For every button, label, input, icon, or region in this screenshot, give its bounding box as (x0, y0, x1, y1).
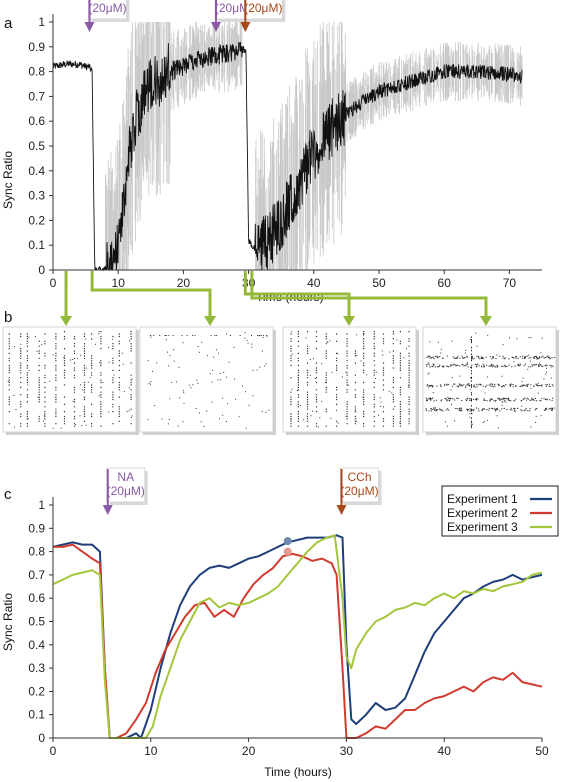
connector-arrow-3 (343, 316, 355, 326)
panel-c-annotation-2-line2: (20μM) (340, 484, 378, 498)
y-tick-label: 0.3 (28, 661, 45, 675)
highlight-marker-1 (283, 537, 292, 546)
y-tick-label: 0 (38, 263, 45, 277)
x-tick-label: 40 (438, 744, 452, 758)
raster-4 (425, 332, 555, 429)
x-tick-label: 0 (50, 276, 57, 290)
panel-a-annotations: NA(20μM)NA(20μM)CCh(20μM) (84, 0, 286, 32)
panel-a-series (52, 41, 523, 272)
x-tick-label: 70 (503, 276, 517, 290)
x-tick-label: 20 (177, 276, 191, 290)
panel-c-y-axis-label: Sync Ratio (1, 593, 15, 651)
y-tick-label: 0.8 (28, 545, 45, 559)
panel-a-annotation-3-arrow-head (240, 22, 251, 32)
y-tick-label: 0.6 (28, 114, 45, 128)
x-tick-label: 40 (307, 276, 321, 290)
panel-a-axes: 00.10.20.30.40.50.60.70.80.910 10 20 30 40 50… (28, 14, 542, 290)
y-tick-label: 0.3 (28, 189, 45, 203)
raster-1-frame (2, 326, 137, 433)
panel-c-annotation-1-arrow-head (102, 505, 113, 515)
raster-4-frame (422, 326, 557, 433)
y-tick-label: 0.5 (28, 615, 45, 629)
panel-c-experiments-chart: c Sync Ratio Time (hours) 0 0.1 0.2 0.3 0.4 0… (1, 467, 559, 779)
panel-c-annotation-1-box (106, 467, 146, 503)
panel-a-annotation-1-line1: NA (99, 0, 116, 1)
x-tick-label: 50 (535, 744, 549, 758)
panel-a-label: a (4, 15, 13, 32)
legend-label-experiment-1: Experiment 1 (447, 492, 518, 506)
x-tick-label: 50 (372, 276, 386, 290)
connector-line-4 (250, 271, 488, 318)
x-tick-label: 30 (340, 744, 354, 758)
y-tick-label: 0.1 (28, 238, 45, 252)
y-tick-label: 0 (38, 731, 45, 745)
y-tick-label: 1 (38, 15, 45, 29)
sync-ratio-trace (52, 41, 523, 272)
raster-1-spikes (7, 331, 133, 429)
panel-b-label: b (4, 309, 12, 326)
y-tick-label: 0.5 (28, 139, 45, 153)
highlight-marker-2 (283, 547, 292, 556)
x-tick-label: 10 (144, 744, 158, 758)
y-tick-label: 0.4 (28, 164, 45, 178)
y-tick-label: 0.9 (28, 521, 45, 535)
panel-a-annotation-1-line2: (20μM) (88, 1, 126, 15)
panel-c-annotation-2-arrow-head (336, 505, 347, 515)
x-tick-label: 10 (112, 276, 126, 290)
panel-a-annotation-2-line2: (20μM) (215, 1, 253, 15)
panel-c-annotation-1-line2: (20μM) (107, 484, 145, 498)
panel-c-series (52, 534, 543, 739)
panel-b-connectors (60, 271, 492, 326)
connector-arrow-1 (60, 316, 72, 326)
connector-arrow-4 (480, 316, 492, 326)
y-tick-label: 1 (38, 498, 45, 512)
x-tick-label: 60 (438, 276, 452, 290)
series-line-experiment-3 (52, 534, 543, 739)
raster-3-frame (282, 326, 417, 433)
series-line-experiment-1 (52, 534, 543, 739)
y-tick-label: 0.2 (28, 213, 45, 227)
panel-c-annotation-2-line1: CCh (348, 470, 372, 484)
connector-line-2 (90, 271, 212, 318)
series-line-experiment-2 (53, 543, 543, 739)
legend-label-experiment-3: Experiment 3 (447, 520, 518, 534)
raster-2-frame (139, 326, 274, 433)
y-tick-label: 0.7 (28, 89, 45, 103)
connector-line-3 (243, 271, 351, 318)
x-tick-label: 0 (50, 744, 57, 758)
panel-a-annotation-3-line2: (20μM) (244, 1, 282, 15)
panel-c-axes: 00.10.20.30.40.50.60.70.80.910 10 20 30 40 50 (28, 497, 549, 758)
legend-label-experiment-2: Experiment 2 (447, 506, 518, 520)
connector-arrow-2 (204, 316, 216, 326)
panel-c-annotation-2-box (340, 467, 379, 503)
panel-a-annotation-1-arrow-head (84, 22, 95, 32)
y-tick-label: 0.6 (28, 591, 45, 605)
x-tick-label: 20 (242, 744, 256, 758)
panel-a-annotation-3-line1: CCh (251, 0, 275, 1)
panel-c-annotation-1-line1: NA (117, 470, 134, 484)
panel-c-annotations: NA(20μM)CCh(20μM) (102, 467, 382, 515)
raster-4-spikes (425, 332, 555, 429)
y-tick-label: 0.4 (28, 638, 45, 652)
raster-1 (7, 331, 133, 429)
panel-c-label: c (4, 486, 12, 503)
panel-a-annotation-2-arrow-head (211, 22, 221, 32)
y-tick-label: 0.8 (28, 65, 45, 79)
panel-a-sync-ratio-chart: a Sync Ratio Time (hours) 00.10.20.30.40… (1, 0, 542, 304)
y-tick-label: 0.9 (28, 40, 45, 54)
panel-a-y-axis-label: Sync Ratio (1, 151, 15, 209)
panel-b-raster-plots (2, 326, 559, 435)
panel-b-rasters: b (2, 271, 559, 435)
y-tick-label: 0.1 (28, 708, 45, 722)
panel-a-annotation-2-line1: NA (226, 0, 243, 1)
y-tick-label: 0.7 (28, 568, 45, 582)
y-tick-label: 0.2 (28, 684, 45, 698)
panel-c-x-axis-label: Time (hours) (264, 765, 332, 779)
